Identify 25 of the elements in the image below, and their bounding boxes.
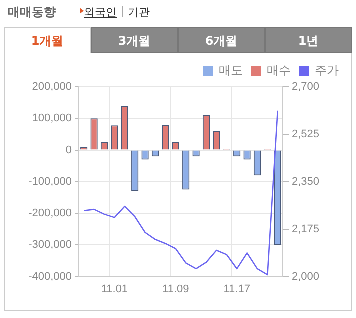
y-tick-label: 200,000 [32, 81, 72, 94]
y-tick-label: -400,000 [28, 270, 72, 283]
y2-tick-label: 2,700 [292, 81, 320, 94]
text: 외국인 [84, 6, 117, 19]
y2-tick-label: 2,000 [292, 270, 320, 283]
y2-tick-label: 2,175 [292, 223, 320, 236]
legend-label: 주가 [315, 63, 339, 78]
legend-label: 매수 [267, 63, 291, 78]
y-tick-label: 100,000 [32, 112, 72, 125]
text: 1년 [265, 27, 352, 53]
y-tick-label: 0 [66, 144, 72, 156]
text: 3개월 [91, 27, 178, 53]
text: 6개월 [178, 27, 265, 53]
y2-tick-label: 2,350 [292, 176, 320, 188]
x-tick-label: 11.01 [101, 283, 128, 296]
x-tick-label: 11.17 [224, 283, 250, 296]
x-tick-label: 11.09 [162, 283, 190, 296]
y-tick-label: -300,000 [28, 239, 72, 252]
y-tick-label: -100,000 [28, 176, 72, 188]
legend-label: 매도 [219, 63, 243, 78]
text: 기관 [128, 6, 150, 19]
y2-tick-label: 2,525 [292, 128, 320, 140]
y-tick-label: -200,000 [28, 208, 72, 220]
text: 1개월 [4, 27, 91, 53]
chart-title: 매매동향 [8, 4, 56, 21]
